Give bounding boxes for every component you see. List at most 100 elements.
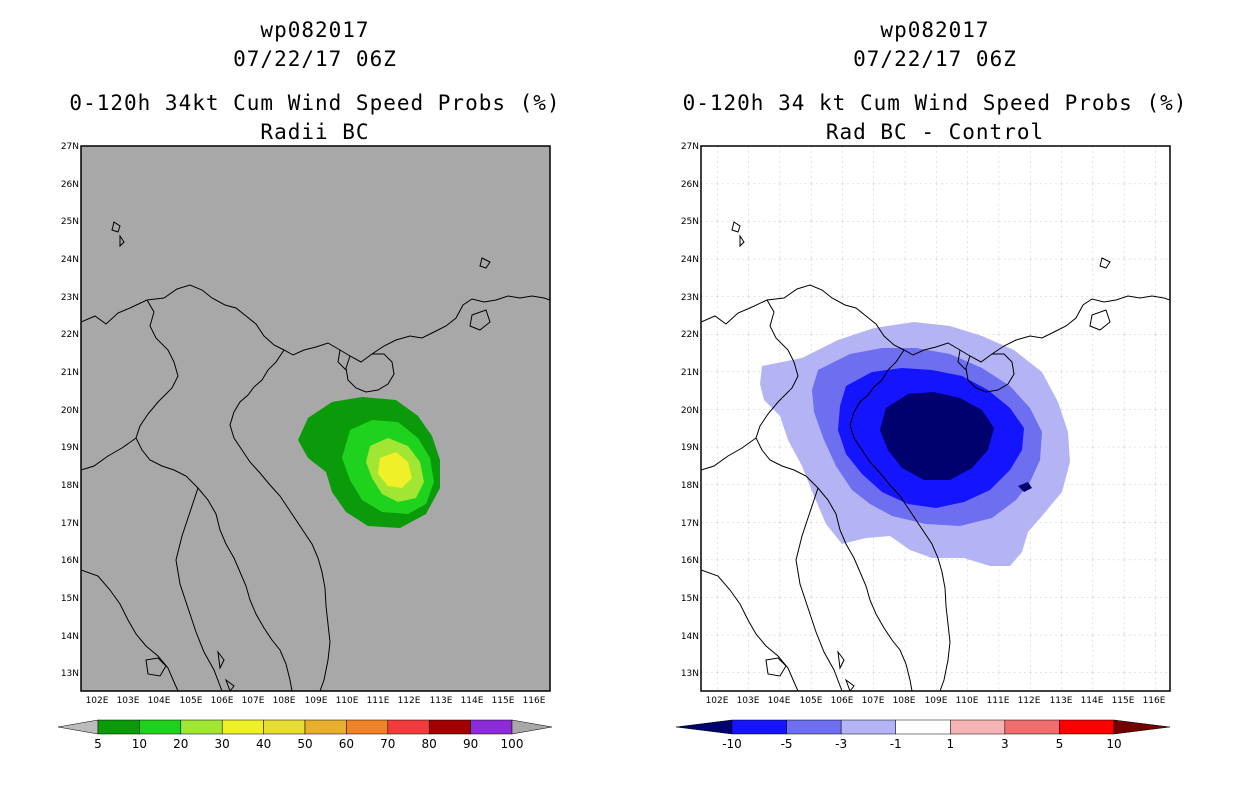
- svg-text:14N: 14N: [61, 632, 79, 642]
- right-colorbar-swatch: [950, 719, 1006, 735]
- svg-text:15N: 15N: [681, 594, 699, 604]
- right-colorbar-label: 5: [1056, 737, 1064, 751]
- diff-contour-minus10: [880, 392, 994, 480]
- left-colorbar-label: 50: [297, 737, 312, 751]
- left-colorbar-swatch: [221, 719, 264, 735]
- svg-text:18N: 18N: [681, 481, 699, 491]
- left-colorbar: 5 10 20 30 40 50 60 70 80 90 100: [57, 719, 553, 751]
- right-title-subtitle: Rad BC - Control: [825, 120, 1045, 144]
- right-colorbar-swatch: [895, 719, 951, 735]
- right-colorbar-swatch: [840, 719, 896, 735]
- left-colorbar-swatch: [428, 719, 471, 735]
- svg-text:27N: 27N: [681, 142, 699, 152]
- svg-text:103E: 103E: [117, 696, 140, 706]
- svg-text:22N: 22N: [681, 330, 699, 340]
- left-colorbar-swatch: [346, 719, 389, 735]
- svg-text:111E: 111E: [367, 696, 390, 706]
- svg-text:105E: 105E: [180, 696, 203, 706]
- svg-text:21N: 21N: [681, 368, 699, 378]
- svg-text:24N: 24N: [61, 255, 79, 265]
- svg-text:13N: 13N: [61, 669, 79, 679]
- right-colorbar-label: -5: [781, 737, 793, 751]
- svg-text:102E: 102E: [706, 696, 729, 706]
- svg-text:115E: 115E: [492, 696, 515, 706]
- left-colorbar-swatch: [180, 719, 223, 735]
- svg-text:25N: 25N: [681, 217, 699, 227]
- svg-text:105E: 105E: [800, 696, 823, 706]
- svg-text:20N: 20N: [61, 406, 79, 416]
- right-colorbar-swatch: [1059, 719, 1115, 735]
- svg-text:112E: 112E: [398, 696, 421, 706]
- right-title-storm-id: wp082017: [880, 18, 990, 42]
- svg-text:25N: 25N: [61, 217, 79, 227]
- svg-text:26N: 26N: [61, 180, 79, 190]
- svg-text:26N: 26N: [681, 180, 699, 190]
- left-colorbar-label: 80: [422, 737, 437, 751]
- diff-contour-minus10-small: [1018, 482, 1032, 492]
- right-colorbar-swatch: [1004, 719, 1060, 735]
- svg-text:27N: 27N: [61, 142, 79, 152]
- svg-text:15N: 15N: [61, 594, 79, 604]
- svg-text:21N: 21N: [61, 368, 79, 378]
- svg-text:110E: 110E: [956, 696, 979, 706]
- svg-text:113E: 113E: [430, 696, 453, 706]
- prob-contour-30: [378, 452, 412, 488]
- left-lon-axis: 102E 103E 104E 105E 106E 107E 108E 109E …: [86, 696, 546, 706]
- right-colorbar-end-right: [1113, 719, 1171, 735]
- left-colorbar-label: 60: [339, 737, 354, 751]
- left-colorbar-swatch: [263, 719, 306, 735]
- left-title-product: 0-120h 34kt Cum Wind Speed Probs (%): [69, 91, 561, 115]
- svg-text:102E: 102E: [86, 696, 109, 706]
- svg-text:107E: 107E: [862, 696, 885, 706]
- left-colorbar-swatch: [387, 719, 430, 735]
- left-colorbar-swatch: [97, 719, 140, 735]
- svg-text:116E: 116E: [523, 696, 546, 706]
- svg-text:104E: 104E: [768, 696, 791, 706]
- left-colorbar-label: 100: [501, 737, 524, 751]
- svg-text:14N: 14N: [681, 632, 699, 642]
- svg-text:23N: 23N: [61, 293, 79, 303]
- svg-text:114E: 114E: [461, 696, 484, 706]
- svg-text:108E: 108E: [893, 696, 916, 706]
- svg-text:16N: 16N: [61, 556, 79, 566]
- left-colorbar-label: 10: [132, 737, 147, 751]
- right-colorbar: -10 -5 -3 -1 1 3 5 10: [675, 719, 1171, 751]
- svg-text:115E: 115E: [1112, 696, 1135, 706]
- left-colorbar-label: 5: [94, 737, 102, 751]
- right-colorbar-end-left: [675, 719, 733, 735]
- svg-text:114E: 114E: [1081, 696, 1104, 706]
- svg-text:23N: 23N: [681, 293, 699, 303]
- svg-text:112E: 112E: [1018, 696, 1041, 706]
- left-colorbar-label: 20: [173, 737, 188, 751]
- left-lat-axis: 27N 26N 25N 24N 23N 22N 21N 20N 19N 18N …: [61, 142, 79, 679]
- right-lon-axis: 102E 103E 104E 105E 106E 107E 108E 109E …: [706, 696, 1166, 706]
- right-colorbar-swatch: [786, 719, 842, 735]
- svg-text:109E: 109E: [925, 696, 948, 706]
- svg-text:19N: 19N: [61, 443, 79, 453]
- svg-text:22N: 22N: [61, 330, 79, 340]
- svg-text:106E: 106E: [831, 696, 854, 706]
- svg-text:17N: 17N: [61, 519, 79, 529]
- right-colorbar-label: 10: [1106, 737, 1121, 751]
- left-colorbar-label: 40: [256, 737, 271, 751]
- left-title-subtitle: Radii BC: [260, 120, 370, 144]
- right-difference-map: 27N 26N 25N 24N 23N 22N 21N 20N 19N 18N …: [681, 142, 1171, 706]
- right-title-datetime: 07/22/17 06Z: [853, 47, 1017, 71]
- svg-text:104E: 104E: [148, 696, 171, 706]
- svg-text:24N: 24N: [681, 255, 699, 265]
- svg-text:19N: 19N: [681, 443, 699, 453]
- right-colorbar-label: -1: [890, 737, 902, 751]
- svg-text:20N: 20N: [681, 406, 699, 416]
- left-colorbar-label: 30: [215, 737, 230, 751]
- left-probability-map: 27N 26N 25N 24N 23N 22N 21N 20N 19N 18N …: [61, 142, 551, 706]
- left-colorbar-label: 70: [380, 737, 395, 751]
- svg-text:106E: 106E: [211, 696, 234, 706]
- left-title-datetime: 07/22/17 06Z: [233, 47, 397, 71]
- svg-text:107E: 107E: [242, 696, 265, 706]
- right-colorbar-label: 3: [1001, 737, 1009, 751]
- svg-text:108E: 108E: [273, 696, 296, 706]
- svg-text:103E: 103E: [737, 696, 760, 706]
- left-colorbar-label: 90: [463, 737, 478, 751]
- right-lat-axis: 27N 26N 25N 24N 23N 22N 21N 20N 19N 18N …: [681, 142, 699, 679]
- svg-text:113E: 113E: [1050, 696, 1073, 706]
